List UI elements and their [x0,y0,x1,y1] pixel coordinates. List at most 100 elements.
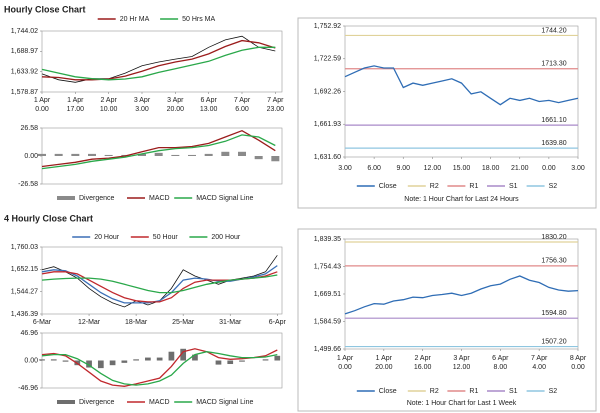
x-tick-label: 25-Mar [172,319,195,326]
x-tick-label: 2 Apr [100,97,117,104]
y-tick-label: 1,661.93 [314,121,341,128]
x-tick-label: 1 Apr [337,355,354,362]
chart-note: Note: 1 Hour Chart for Last 24 Hours [404,196,519,203]
series-line [344,65,579,106]
x-tick-label: 7 Apr [531,355,548,362]
x-tick-label: 3 Apr [134,97,151,104]
x-tick-label: 3.00 [135,106,149,113]
legend-swatch [57,196,75,200]
x-tick-label: 3 Apr [453,355,470,362]
series-line [41,46,276,81]
y-tick-label: 1,633.92 [11,69,38,76]
level-label: 1713.30 [541,61,566,68]
x-tick-label: 1 Apr [34,97,51,104]
bar [54,153,63,156]
x-tick-label: 8.00 [494,364,508,371]
y-tick-label: 1,578.87 [11,89,38,96]
y-tick-label: 0.00 [24,153,38,160]
x-tick-label: 20.00 [167,106,185,113]
bar [145,357,151,361]
legend-label: R2 [430,388,439,395]
legend-label: 50 Hrs MA [182,16,215,23]
bar [239,360,245,362]
x-tick-label: 20.00 [375,364,393,371]
x-tick-label: 1 Apr [376,355,393,362]
legend-label: R1 [469,183,478,190]
legend-label: Divergence [79,195,115,202]
legend-label: 200 Hour [211,234,240,241]
level-label: 1744.20 [541,27,566,34]
x-tick-label: 8 Apr [570,355,587,362]
level-label: 1507.20 [541,338,566,345]
plot-frame [344,238,579,350]
x-tick-label: 23.00 [267,106,285,113]
bar [97,360,104,369]
y-tick-label: 1,692.26 [314,88,341,95]
x-tick-label: 0.00 [542,165,556,172]
x-tick-label: 17.00 [67,106,85,113]
x-tick-label: 12.00 [453,364,471,371]
y-tick-label: -46.96 [18,385,38,392]
legend-label: 20 Hr MA [120,16,150,23]
y-tick-label: 1,584.59 [314,318,341,325]
bar [262,359,269,361]
level-label: 1756.30 [541,258,566,265]
y-tick-label: 1,760.03 [11,244,38,251]
bar [221,151,230,156]
bar [133,359,139,361]
x-tick-label: 7 Apr [267,97,284,104]
bar [154,152,163,156]
y-tick-label: 1,544.27 [11,289,38,296]
series-line [41,35,276,83]
x-tick-label: 0.00 [338,364,352,371]
legend-label: S1 [509,388,518,395]
series-line [41,348,278,387]
bar [274,355,281,361]
y-tick-label: 0.00 [24,357,38,364]
legend-label: Divergence [79,399,115,406]
bar [104,154,113,156]
bar [171,154,180,156]
legend-label: 50 Hour [153,234,179,241]
section-title: Hourly Close Chart [4,4,86,14]
x-tick-label: 10.00 [100,106,118,113]
bar [188,154,196,156]
legend-label: S2 [549,183,558,190]
legend-label: S2 [549,388,558,395]
bar [39,359,45,361]
x-tick-label: 1 Apr [67,97,84,104]
bar [138,153,146,156]
level-label: 1661.10 [541,117,566,124]
y-tick-label: 1,839.35 [314,236,341,243]
x-tick-label: 18-Mar [125,319,148,326]
bar [227,360,234,365]
y-tick-label: 1,744.02 [11,28,38,35]
y-tick-label: 1,722.59 [314,56,341,63]
legend-swatch [57,400,75,404]
x-tick-label: 31-Mar [219,319,242,326]
level-label: 1830.20 [541,234,566,241]
bar [71,153,80,156]
bar [254,156,263,160]
bar [50,359,57,361]
plot-frame [344,25,579,158]
bar [215,360,222,365]
y-tick-label: 1,688.97 [11,48,38,55]
legend-label: MACD Signal Line [196,399,253,406]
y-tick-label: 1,436.39 [11,311,38,318]
y-tick-label: 1,631.60 [314,154,341,161]
series-line [344,275,579,315]
plot-frame [41,246,283,315]
bar [156,357,163,361]
y-tick-label: 26.58 [20,125,38,132]
x-tick-label: 21.00 [511,165,529,172]
chart-frame [297,17,597,209]
x-tick-label: 3.00 [571,165,585,172]
bar [204,153,213,156]
chart-frame [297,228,597,412]
series-line [41,39,276,81]
series-line [41,351,278,386]
level-label: 1639.80 [541,140,566,147]
x-tick-label: 6.00 [235,106,249,113]
